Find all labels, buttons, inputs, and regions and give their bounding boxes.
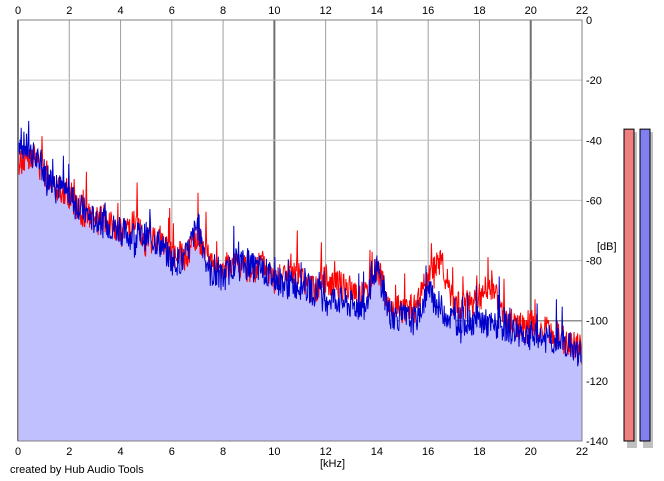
y-tick-label: -140 — [586, 436, 608, 448]
series-layer — [17, 120, 583, 442]
x-tick-label-bottom: 0 — [15, 446, 21, 458]
x-tick-label-top: 16 — [422, 5, 434, 17]
level-meters — [623, 128, 653, 448]
x-tick-label-bottom: 12 — [320, 446, 332, 458]
plot-frame — [17, 19, 583, 442]
x-tick-label-top: 22 — [576, 5, 588, 17]
x-tick-label-top: 10 — [268, 5, 280, 17]
series-right-line — [17, 120, 583, 367]
credit-text: created by Hub Audio Tools — [10, 464, 144, 476]
x-tick-labels-top: 0 2 4 6 8 10 12 14 16 18 20 22 — [15, 5, 588, 17]
y-tick-label: -120 — [586, 376, 608, 388]
x-tick-label-bottom: 10 — [268, 446, 280, 458]
x-tick-label-top: 12 — [320, 5, 332, 17]
x-tick-label-bottom: 22 — [576, 446, 588, 458]
y-tick-label: -40 — [586, 135, 602, 147]
y-tick-label: -60 — [586, 195, 602, 207]
x-tick-label-top: 4 — [117, 5, 123, 17]
y-tick-labels: 0 -20 -40 -60 -80 -100 -120 -140 — [586, 15, 608, 448]
x-tick-label-top: 2 — [66, 5, 72, 17]
x-tick-label-bottom: 4 — [117, 446, 123, 458]
x-tick-label-bottom: 6 — [169, 446, 175, 458]
x-tick-label-top: 0 — [15, 5, 21, 17]
spectrum-fill-area — [18, 120, 582, 442]
x-tick-label-bottom: 14 — [371, 446, 383, 458]
x-tick-label-bottom: 2 — [66, 446, 72, 458]
x-tick-label-top: 14 — [371, 5, 383, 17]
y-tick-label: -20 — [586, 75, 602, 87]
x-tick-label-bottom: 18 — [473, 446, 485, 458]
x-tick-label-top: 20 — [525, 5, 537, 17]
x-tick-label-bottom: 8 — [220, 446, 226, 458]
x-tick-label-bottom: 16 — [422, 446, 434, 458]
x-tick-label-top: 6 — [169, 5, 175, 17]
x-tick-label-top: 8 — [220, 5, 226, 17]
y-axis-label: [dB] — [597, 241, 617, 253]
x-tick-label-bottom: 20 — [525, 446, 537, 458]
x-tick-labels-bottom: 0 2 4 6 8 10 12 14 16 18 20 22 — [15, 446, 588, 458]
y-tick-label: -100 — [586, 316, 608, 328]
meter-right — [639, 128, 651, 442]
y-tick-label: 0 — [586, 15, 592, 27]
y-tick-label: -80 — [586, 256, 602, 268]
x-axis-label: [kHz] — [320, 458, 346, 470]
meter-left — [623, 128, 635, 442]
x-tick-label-top: 18 — [473, 5, 485, 17]
series-left-line — [17, 136, 583, 365]
